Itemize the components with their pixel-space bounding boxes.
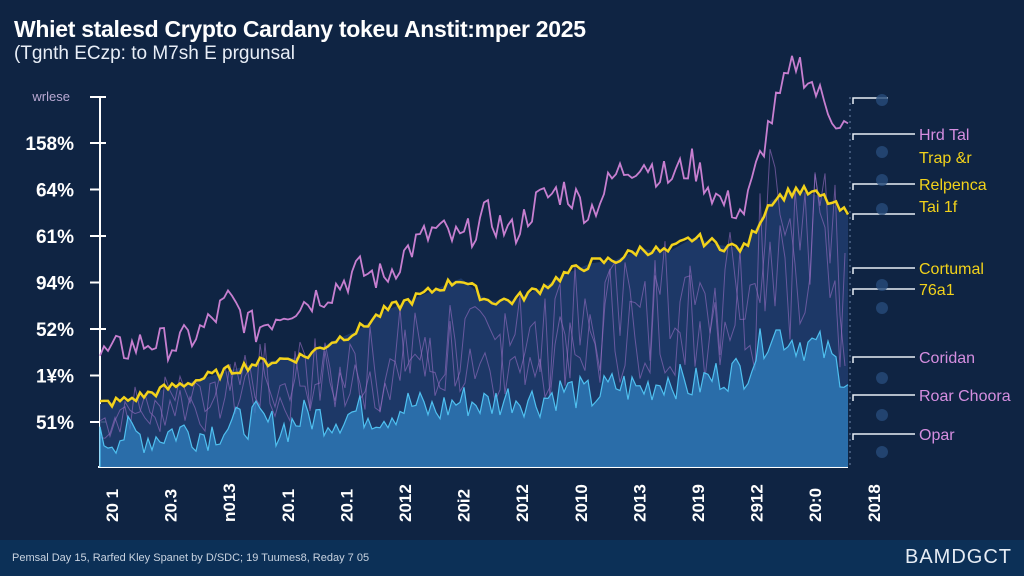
chart-title: Whiet stalesd Crypto Cardany tokeu Ansti…: [14, 16, 586, 42]
legend-connector: [852, 433, 915, 440]
legend-marker-icon: [876, 146, 888, 158]
legend-entry: Cortumal: [919, 261, 984, 278]
legend-marker-icon: [876, 279, 888, 291]
legend-connector: [852, 267, 915, 274]
legend-entry: Hrd Tal: [919, 127, 969, 144]
y-tick-label: 61%: [36, 227, 74, 248]
chart-subtitle: (Tgnth ECzp: to M7sh E prgunsal: [14, 43, 295, 64]
x-tick-label: 20i2: [455, 489, 474, 522]
legend-marker-icon: [876, 94, 888, 106]
x-tick-label: 2010: [572, 484, 591, 522]
x-tick-label: 2012: [513, 484, 532, 522]
y-tick-label: 52%: [36, 320, 74, 341]
y-tick-label: 1¥%: [36, 367, 74, 388]
x-tick-label: 20 1: [103, 489, 122, 522]
legend-entry: Coridan: [919, 350, 975, 367]
blue-series-line: [99, 328, 849, 467]
legend-entry: Trap &r: [919, 150, 972, 167]
legend-marker-icon: [876, 409, 888, 421]
x-tick-label: 2018: [865, 484, 884, 522]
legend-connector: [852, 356, 915, 363]
y-tick-label: 64%: [36, 181, 74, 202]
blue-series-area: [100, 328, 848, 467]
noise-line: [99, 172, 846, 439]
legend-connector: [852, 288, 915, 295]
legend-connector: [852, 213, 915, 220]
legend-entry: 76a1: [919, 282, 955, 299]
x-tick-label: 2013: [630, 484, 649, 522]
footer-note: Pemsal Day 15, Rarfed Kley Spanet by D/S…: [12, 552, 370, 564]
x-tick-label: 2019: [689, 484, 708, 522]
x-tick-label: 2012: [396, 484, 415, 522]
y-axis-label: wrlese: [31, 89, 70, 104]
x-tick-label: n013: [220, 483, 239, 522]
legend-marker-icon: [876, 372, 888, 384]
x-tick-label: 20:0: [806, 488, 825, 522]
x-tick-label: 20.1: [337, 489, 356, 522]
legend-marker-icon: [876, 302, 888, 314]
y-tick-label: 158%: [25, 134, 74, 155]
y-tick-label: 51%: [36, 413, 74, 434]
legend-entry: Opar: [919, 427, 955, 444]
legend-connector: [852, 133, 915, 140]
legend-entry: Tai 1f: [919, 199, 958, 216]
x-tick-label: 20.3: [162, 489, 181, 522]
plot-area: [99, 55, 850, 467]
legend-connector: [852, 394, 915, 401]
legend-marker-icon: [876, 203, 888, 215]
pink-series-line: [99, 55, 849, 364]
yellow-series-line: [99, 183, 850, 409]
legend-marker-icon: [876, 174, 888, 186]
x-tick-label: 2912: [748, 484, 767, 522]
legend-entry: Relpenca: [919, 177, 987, 194]
legend-connector: [852, 183, 915, 190]
footer: Pemsal Day 15, Rarfed Kley Spanet by D/S…: [0, 540, 1024, 576]
brand-logo: BAMDGCT: [905, 546, 1012, 568]
legend-marker-icon: [876, 446, 888, 458]
y-tick-label: 94%: [36, 274, 74, 295]
legend-connector: [852, 97, 888, 104]
legend-entry: Roar Choora: [919, 388, 1011, 405]
chart: wrlese 158% 64% 61% 94% 52% 1¥% 51% 20 1 20.3 n013…: [25, 55, 1011, 522]
x-tick-label: 20.1: [279, 489, 298, 522]
